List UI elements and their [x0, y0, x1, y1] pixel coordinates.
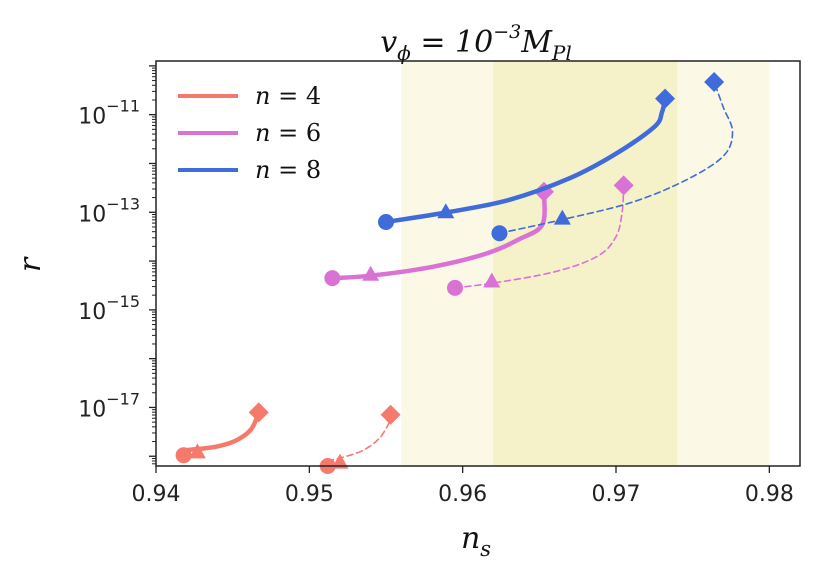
marker-mid-n4-dashed — [331, 453, 349, 469]
marker-start-n4-solid — [175, 447, 192, 464]
curve-n4-dashed — [326, 413, 393, 462]
curve-n4-solid — [181, 410, 261, 453]
marker-start-n6-solid — [324, 270, 341, 287]
legend-label-n6: n = 6 — [255, 119, 321, 147]
y-tick-label: 10−17 — [78, 389, 140, 422]
y-tick-label: 10−11 — [78, 97, 140, 130]
marker-end-n8-dashed — [704, 71, 725, 92]
marker-start-n8-solid — [378, 214, 394, 231]
x-tick-label: 0.98 — [745, 482, 794, 507]
x-tick-label: 0.95 — [285, 482, 334, 507]
marker-mid-n6-solid — [362, 265, 380, 281]
band-inner — [493, 61, 678, 466]
y-axis-label: r — [13, 256, 48, 272]
x-axis-label: ns — [461, 521, 491, 561]
marker-mid-n8-solid — [437, 203, 455, 219]
confidence-bands — [401, 61, 770, 466]
marker-mid-n4-solid — [188, 443, 206, 459]
x-tick-label: 0.97 — [592, 482, 641, 507]
marker-mid-n8-dashed — [553, 209, 571, 225]
marker-end-n8-solid — [655, 88, 676, 109]
axes: 0.94 0.95 0.96 0.97 0.98 10−11 10−13 10−15 10−17 — [78, 60, 801, 507]
marker-end-n4-solid — [248, 402, 269, 423]
marker-start-n8-dashed — [491, 225, 508, 242]
chart-title: vϕ = 10−3MPl — [380, 21, 572, 65]
x-tick-label: 0.96 — [438, 482, 487, 507]
series-layer — [175, 71, 734, 474]
y-tick-label: 10−13 — [78, 194, 140, 227]
marker-end-n6-dashed — [613, 175, 634, 196]
legend-label-n8: n = 8 — [255, 156, 321, 184]
marker-start-n6-dashed — [447, 279, 463, 296]
legend-label-n4: n = 4 — [255, 82, 321, 110]
curve-n8-solid — [383, 96, 668, 225]
legend: n = 4 n = 6 n = 8 — [178, 82, 321, 184]
marker-mid-n6-dashed — [483, 272, 501, 288]
marker-end-n4-dashed — [380, 404, 401, 425]
x-tick-label: 0.94 — [132, 482, 181, 507]
y-tick-label: 10−15 — [78, 292, 140, 325]
curve-n6-dashed — [454, 184, 625, 289]
